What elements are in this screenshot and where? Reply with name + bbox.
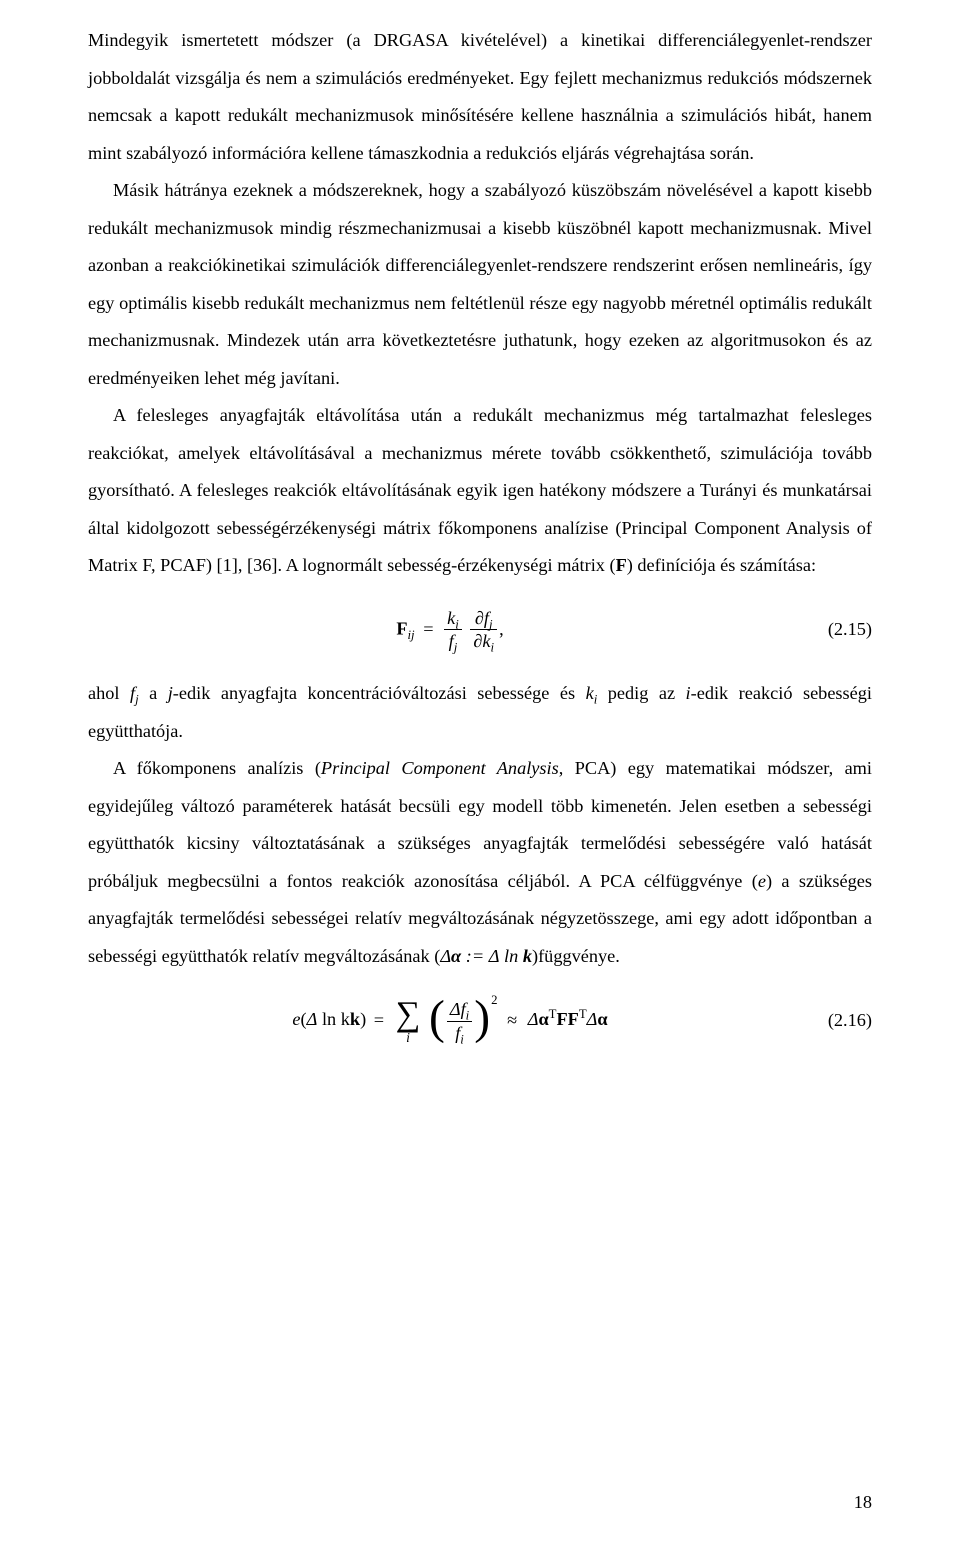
p3-text-a: A felesleges anyagfajták eltávolítása ut… — [88, 405, 872, 575]
eq1-expression: Fij = ki fj ∂fj ∂ki , — [396, 607, 503, 654]
eq2-frac: Δfi fi — [447, 998, 472, 1045]
p4-c: -edik anyagfajta koncentrációváltozási s… — [173, 683, 586, 703]
inline-e: e — [758, 871, 766, 891]
paragraph-1: Mindegyik ismertetett módszer (a DRGASA … — [88, 22, 872, 172]
p3-text-b: ) definíciója és számítása: — [627, 555, 816, 575]
paragraph-2: Másik hátránya ezeknek a módszereknek, h… — [88, 172, 872, 397]
inline-bold-F: F — [616, 555, 627, 575]
inline-pca-term: Principal Component Analysis — [321, 758, 559, 778]
eq1-F: F — [396, 618, 407, 638]
eq1-frac2: ∂fj ∂ki — [470, 607, 497, 654]
page-number: 18 — [854, 1484, 872, 1522]
eq1-F-sub: ij — [408, 628, 415, 642]
paragraph-3: A felesleges anyagfajták eltávolítása ut… — [88, 397, 872, 585]
paragraph-4: ahol fj a j-edik anyagfajta koncentráció… — [88, 675, 872, 750]
p4-d: pedig az — [597, 683, 685, 703]
p5-a: A főkomponens analízis ( — [113, 758, 321, 778]
paragraph-5: A főkomponens analízis (Principal Compon… — [88, 750, 872, 975]
eq1-frac1: ki fj — [444, 607, 462, 654]
inline-delta-alpha-lnk: Δα := Δ ln k — [440, 946, 532, 966]
eq1-number: (2.15) — [812, 611, 872, 649]
eq2-sum: ∑ i — [396, 997, 421, 1044]
eq2-number: (2.16) — [812, 1002, 872, 1040]
inline-ki: ki — [586, 683, 598, 703]
eq2-expression: e(Δ ln kk) = ∑ i ( Δfi fi )2 ≈ ΔαTFFTΔα — [292, 997, 607, 1045]
p4-b: a — [139, 683, 168, 703]
p4-a: ahol — [88, 683, 130, 703]
equation-2-16: e(Δ ln kk) = ∑ i ( Δfi fi )2 ≈ ΔαTFFTΔα … — [88, 997, 872, 1045]
equation-2-15: Fij = ki fj ∂fj ∂ki , (2.15) — [88, 607, 872, 654]
p5-d: )függvénye. — [532, 946, 620, 966]
inline-fj: fj — [130, 683, 139, 703]
